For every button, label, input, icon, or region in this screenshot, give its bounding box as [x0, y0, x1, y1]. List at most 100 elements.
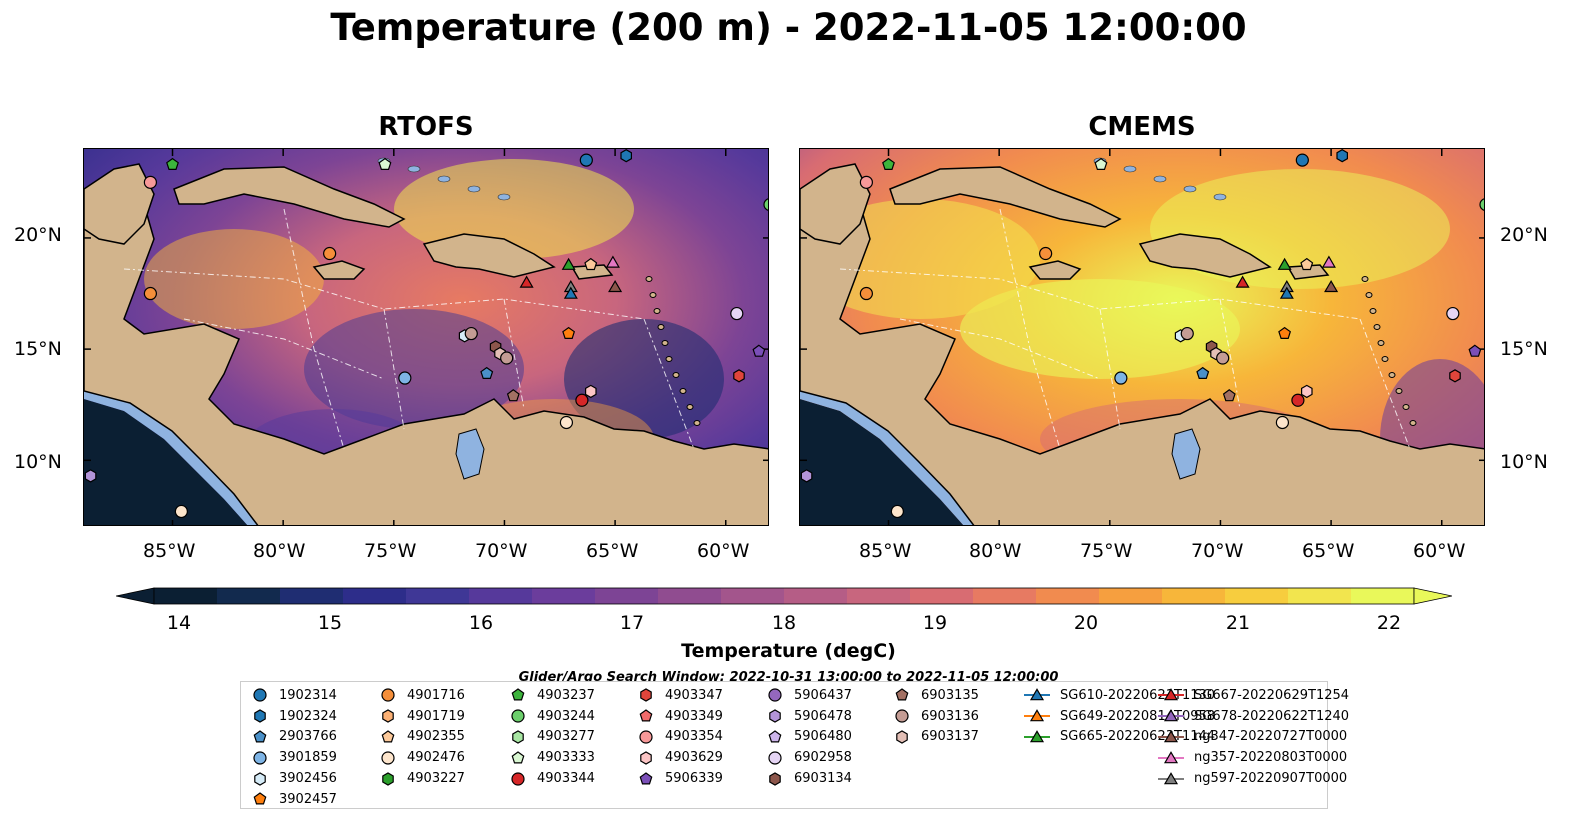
- triangle-marker-icon[interactable]: [1029, 730, 1045, 743]
- circle-marker-icon[interactable]: [768, 688, 782, 702]
- pentagon-marker-icon[interactable]: [381, 730, 395, 743]
- triangle-marker-icon: [1158, 709, 1184, 722]
- triangle-marker-icon[interactable]: [1029, 688, 1045, 701]
- colorbar-tick-label: 21: [1225, 612, 1251, 634]
- platform-marker[interactable]: [1300, 257, 1314, 271]
- platform-marker[interactable]: [480, 366, 494, 379]
- hexagon-marker-icon[interactable]: [382, 771, 394, 786]
- circle-marker-icon[interactable]: [381, 688, 395, 702]
- triangle-marker-icon[interactable]: [1029, 709, 1045, 722]
- pentagon-marker-icon[interactable]: [895, 688, 909, 701]
- pentagon-marker-icon[interactable]: [639, 771, 653, 785]
- pentagon-marker-icon[interactable]: [768, 730, 782, 743]
- platform-marker[interactable]: [1180, 326, 1194, 341]
- pentagon-marker-icon[interactable]: [253, 792, 267, 805]
- platform-marker[interactable]: [1196, 366, 1210, 379]
- platform-marker[interactable]: [562, 326, 576, 339]
- platform-marker[interactable]: [1301, 384, 1313, 399]
- platform-marker[interactable]: [378, 157, 392, 170]
- hexagon-marker-icon[interactable]: [769, 709, 781, 723]
- hexagon-marker-icon[interactable]: [896, 730, 908, 744]
- hexagon-marker-icon[interactable]: [254, 709, 266, 723]
- platform-marker[interactable]: [563, 286, 578, 299]
- circle-marker-icon[interactable]: [253, 751, 267, 765]
- platform-marker[interactable]: [1324, 280, 1339, 293]
- legend-label: 4903277: [537, 729, 595, 745]
- triangle-marker-icon[interactable]: [1163, 771, 1179, 784]
- platform-marker[interactable]: [1216, 351, 1230, 365]
- platform-marker[interactable]: [733, 369, 745, 383]
- platform-marker[interactable]: [506, 389, 520, 402]
- pentagon-marker-icon[interactable]: [253, 730, 267, 743]
- circle-marker-icon[interactable]: [639, 730, 653, 744]
- platform-marker[interactable]: [1468, 344, 1482, 357]
- platform-marker[interactable]: [1449, 369, 1461, 383]
- platform-marker[interactable]: [1235, 275, 1250, 288]
- platform-marker[interactable]: [584, 257, 598, 271]
- circle-marker-icon[interactable]: [768, 751, 782, 765]
- platform-marker[interactable]: [1277, 257, 1292, 270]
- platform-marker[interactable]: [1114, 371, 1128, 385]
- platform-marker[interactable]: [608, 280, 623, 293]
- platform-marker[interactable]: [1479, 198, 1485, 211]
- platform-marker[interactable]: [1291, 393, 1305, 407]
- platform-marker[interactable]: [1446, 306, 1460, 321]
- hexagon-marker-icon[interactable]: [640, 688, 652, 703]
- platform-marker[interactable]: [1279, 286, 1294, 299]
- pentagon-marker-icon[interactable]: [511, 688, 525, 701]
- platform-marker[interactable]: [763, 198, 769, 211]
- platform-marker[interactable]: [752, 344, 766, 357]
- platform-marker[interactable]: [323, 246, 337, 261]
- map-panel-rtofs[interactable]: [83, 148, 769, 526]
- bahamas-bank: [467, 185, 481, 193]
- platform-marker[interactable]: [1039, 246, 1053, 261]
- pentagon-marker-icon[interactable]: [511, 751, 525, 764]
- triangle-marker-icon[interactable]: [1163, 750, 1179, 764]
- platform-marker[interactable]: [859, 286, 873, 301]
- platform-marker[interactable]: [800, 469, 813, 483]
- platform-marker[interactable]: [1278, 326, 1292, 339]
- platform-marker[interactable]: [859, 175, 873, 189]
- platform-marker[interactable]: [464, 326, 478, 341]
- platform-marker[interactable]: [559, 415, 574, 430]
- circle-marker-icon[interactable]: [253, 688, 267, 702]
- platform-marker[interactable]: [605, 255, 620, 268]
- platform-marker[interactable]: [1295, 153, 1309, 167]
- hexagon-marker-icon[interactable]: [382, 709, 394, 723]
- platform-marker[interactable]: [579, 153, 593, 167]
- platform-marker[interactable]: [585, 384, 597, 399]
- pentagon-marker-icon[interactable]: [639, 709, 653, 722]
- platform-marker[interactable]: [575, 393, 589, 407]
- platform-marker[interactable]: [620, 149, 633, 163]
- platform-marker[interactable]: [561, 257, 576, 270]
- platform-marker[interactable]: [730, 306, 744, 321]
- triangle-marker-icon[interactable]: [1163, 730, 1179, 743]
- hexagon-marker-icon[interactable]: [640, 751, 652, 765]
- platform-marker[interactable]: [174, 504, 188, 519]
- legend-item: 4903237: [509, 685, 595, 706]
- triangle-marker-icon[interactable]: [1163, 709, 1179, 722]
- platform-marker[interactable]: [398, 371, 412, 385]
- platform-marker[interactable]: [1275, 415, 1290, 430]
- platform-marker[interactable]: [1321, 255, 1336, 268]
- circle-marker-icon[interactable]: [511, 709, 525, 723]
- circle-marker-icon[interactable]: [895, 709, 909, 723]
- platform-marker[interactable]: [519, 275, 534, 288]
- hexagon-marker-icon[interactable]: [512, 730, 524, 744]
- platform-marker[interactable]: [890, 504, 904, 519]
- platform-marker[interactable]: [143, 286, 157, 301]
- map-panel-cmems[interactable]: [799, 148, 1485, 526]
- platform-marker[interactable]: [143, 175, 157, 189]
- platform-marker[interactable]: [500, 351, 514, 365]
- platform-marker[interactable]: [1222, 389, 1236, 402]
- platform-marker[interactable]: [882, 157, 895, 170]
- circle-marker-icon[interactable]: [381, 751, 395, 765]
- platform-marker[interactable]: [1336, 149, 1349, 163]
- circle-marker-icon[interactable]: [511, 771, 525, 786]
- platform-marker[interactable]: [1094, 157, 1108, 170]
- triangle-marker-icon[interactable]: [1163, 688, 1179, 701]
- hexagon-marker-icon[interactable]: [769, 771, 781, 786]
- hexagon-marker-icon[interactable]: [254, 771, 266, 786]
- platform-marker[interactable]: [84, 469, 97, 483]
- platform-marker[interactable]: [166, 157, 179, 170]
